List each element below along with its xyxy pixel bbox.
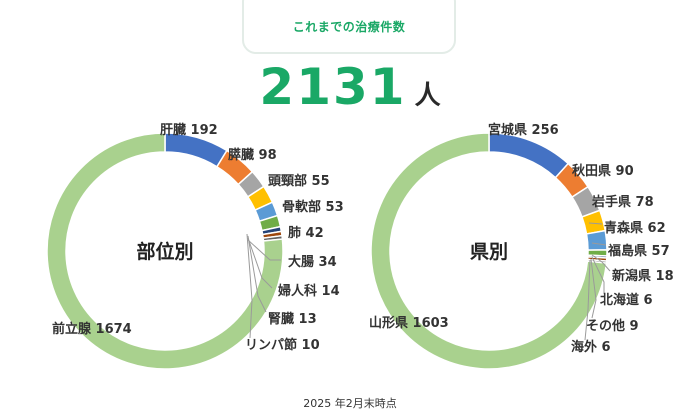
total-count-unit: 人 bbox=[414, 81, 441, 111]
donut-center-label-1: 部位別 bbox=[136, 240, 193, 263]
leader-line-1-9 bbox=[246, 233, 253, 339]
slice-label-1-2: 膵臓 98 bbox=[228, 147, 277, 163]
slice-label-2-10: 山形県 1603 bbox=[369, 315, 449, 331]
total-count-value: 2131 bbox=[259, 58, 407, 116]
leader-line-2-9 bbox=[584, 259, 591, 341]
donut-chart-1: 肝臓 192 膵臓 98 頭頸部 55 骨軟部 53 肺 42 大腸 34 婦人科 14 腎臓… bbox=[46, 122, 344, 370]
slice-label-1-8: 腎臓 13 bbox=[268, 311, 317, 327]
slice-label-1-9: リンパ節 10 bbox=[245, 337, 320, 353]
slice-label-2-4: 青森県 62 bbox=[604, 220, 666, 236]
slice-label-2-9: 海外 6 bbox=[571, 339, 611, 355]
leader-line-2-4 bbox=[588, 222, 603, 225]
donut-slice-2-1 bbox=[488, 132, 570, 179]
slice-label-2-6: 新潟県 18 bbox=[612, 268, 674, 284]
slice-label-1-3: 頭頸部 55 bbox=[268, 173, 330, 189]
slice-label-2-8: その他 9 bbox=[586, 318, 639, 334]
donut-slice-1-1 bbox=[164, 132, 228, 168]
slice-label-1-1: 肝臓 192 bbox=[160, 122, 218, 138]
slice-label-2-3: 岩手県 78 bbox=[591, 194, 654, 210]
leader-line-2-8 bbox=[590, 258, 597, 319]
total-count: 2131 人 bbox=[0, 58, 700, 116]
donut-slice-2-10 bbox=[370, 132, 608, 370]
leader-line-1-7 bbox=[247, 237, 273, 289]
slice-label-2-7: 北海道 6 bbox=[600, 292, 653, 308]
donut-center-label-2: 県別 bbox=[470, 241, 508, 263]
donut-slice-1-10 bbox=[46, 132, 284, 370]
leader-line-2-5 bbox=[591, 242, 607, 246]
slice-label-2-2: 秋田県 90 bbox=[572, 163, 634, 179]
leader-line-1-6 bbox=[247, 239, 281, 261]
slice-label-1-4: 骨軟部 53 bbox=[282, 199, 344, 215]
footnote: 2025 年2月末時点 bbox=[303, 397, 397, 410]
leader-line-1-8 bbox=[247, 235, 267, 313]
slice-label-1-6: 大腸 34 bbox=[288, 254, 337, 270]
leader-line-2-6 bbox=[591, 254, 611, 272]
donut-chart-2: 宮城県 256 秋田県 90 岩手県 78 青森県 62 福島県 57 新潟県 18 北海道… bbox=[369, 122, 674, 370]
slice-label-2-5: 福島県 57 bbox=[607, 243, 670, 259]
header-label: これまでの治療件数 bbox=[292, 20, 406, 34]
slice-label-1-7: 婦人科 14 bbox=[277, 283, 340, 299]
header-box: これまでの治療件数 bbox=[242, 0, 456, 54]
slice-label-1-10: 前立腺 1674 bbox=[52, 321, 132, 337]
slice-label-2-1: 宮城県 256 bbox=[488, 122, 559, 138]
leader-line-2-7 bbox=[591, 256, 605, 294]
slice-label-1-5: 肺 42 bbox=[288, 225, 324, 241]
